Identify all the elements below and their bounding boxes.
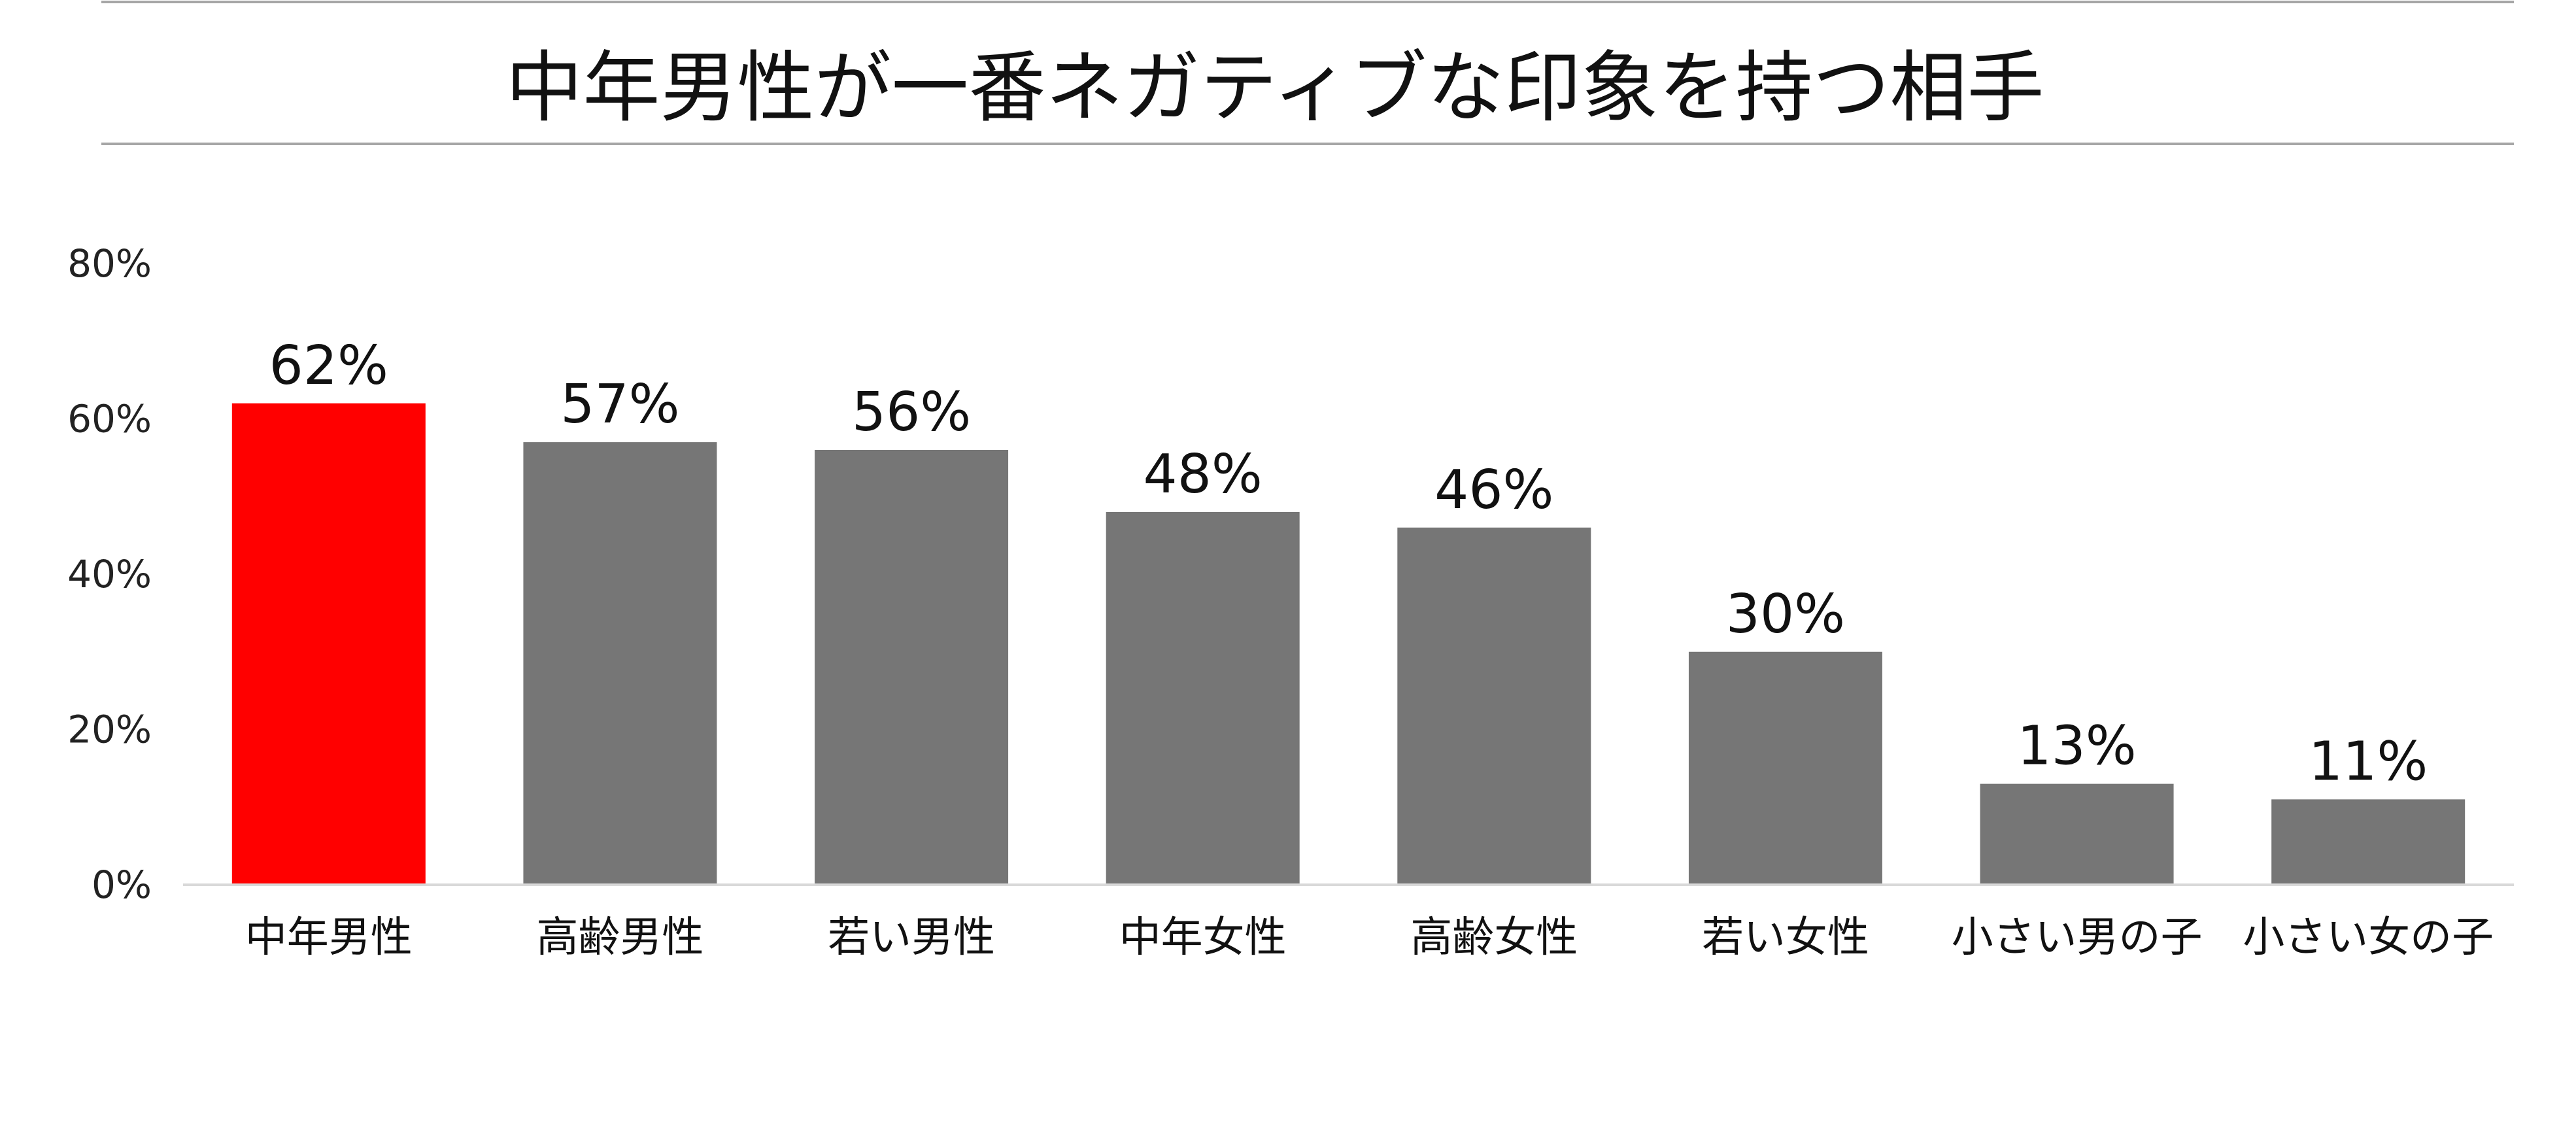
bar-4 <box>1397 527 1591 885</box>
x-tick-label-0: 中年男性 <box>245 914 413 962</box>
bar-1 <box>523 442 717 885</box>
x-tick-label-5: 若い女性 <box>1702 914 1869 962</box>
data-label-4: 46% <box>1434 459 1553 521</box>
x-axis-labels: 中年男性 高齢男性 若い男性 中年女性 高齢女性 若い女性 小さい男の子 小さい女の子 <box>245 914 2494 962</box>
bars <box>231 403 2466 885</box>
bar-0 <box>231 403 426 885</box>
bar-7 <box>2271 799 2466 885</box>
data-label-1: 57% <box>560 373 679 436</box>
bar-5 <box>1688 651 1882 885</box>
data-labels: 62% 57% 56% 48% 46% 30% 13% 11% <box>269 335 2428 793</box>
y-tick-label-40: 40% <box>67 552 152 596</box>
x-tick-label-6: 小さい男の子 <box>1952 914 2203 962</box>
data-label-2: 56% <box>852 381 971 443</box>
y-tick-label-80: 80% <box>67 241 152 286</box>
bar-2 <box>815 450 1009 885</box>
bar-6 <box>1980 783 2174 885</box>
x-tick-label-2: 若い男性 <box>828 914 995 962</box>
x-tick-label-4: 高齢女性 <box>1410 914 1578 962</box>
data-label-5: 30% <box>1726 583 1845 645</box>
y-tick-label-0: 0% <box>92 863 152 907</box>
data-label-3: 48% <box>1144 443 1263 505</box>
data-label-6: 13% <box>2017 715 2136 778</box>
bar-3 <box>1106 512 1300 885</box>
data-label-7: 11% <box>2309 730 2428 793</box>
x-tick-label-7: 小さい女の子 <box>2243 914 2494 962</box>
y-tick-label-20: 20% <box>67 708 152 752</box>
x-tick-label-1: 高齢男性 <box>536 914 703 962</box>
y-axis-ticks: 0% 20% 40% 60% 80% <box>67 241 152 907</box>
y-tick-label-60: 60% <box>67 397 152 441</box>
data-label-0: 62% <box>269 335 388 397</box>
x-tick-label-3: 中年女性 <box>1119 914 1287 962</box>
chart-title: 中年男性が一番ネガティブな印象を持つ相手 <box>506 43 2044 133</box>
